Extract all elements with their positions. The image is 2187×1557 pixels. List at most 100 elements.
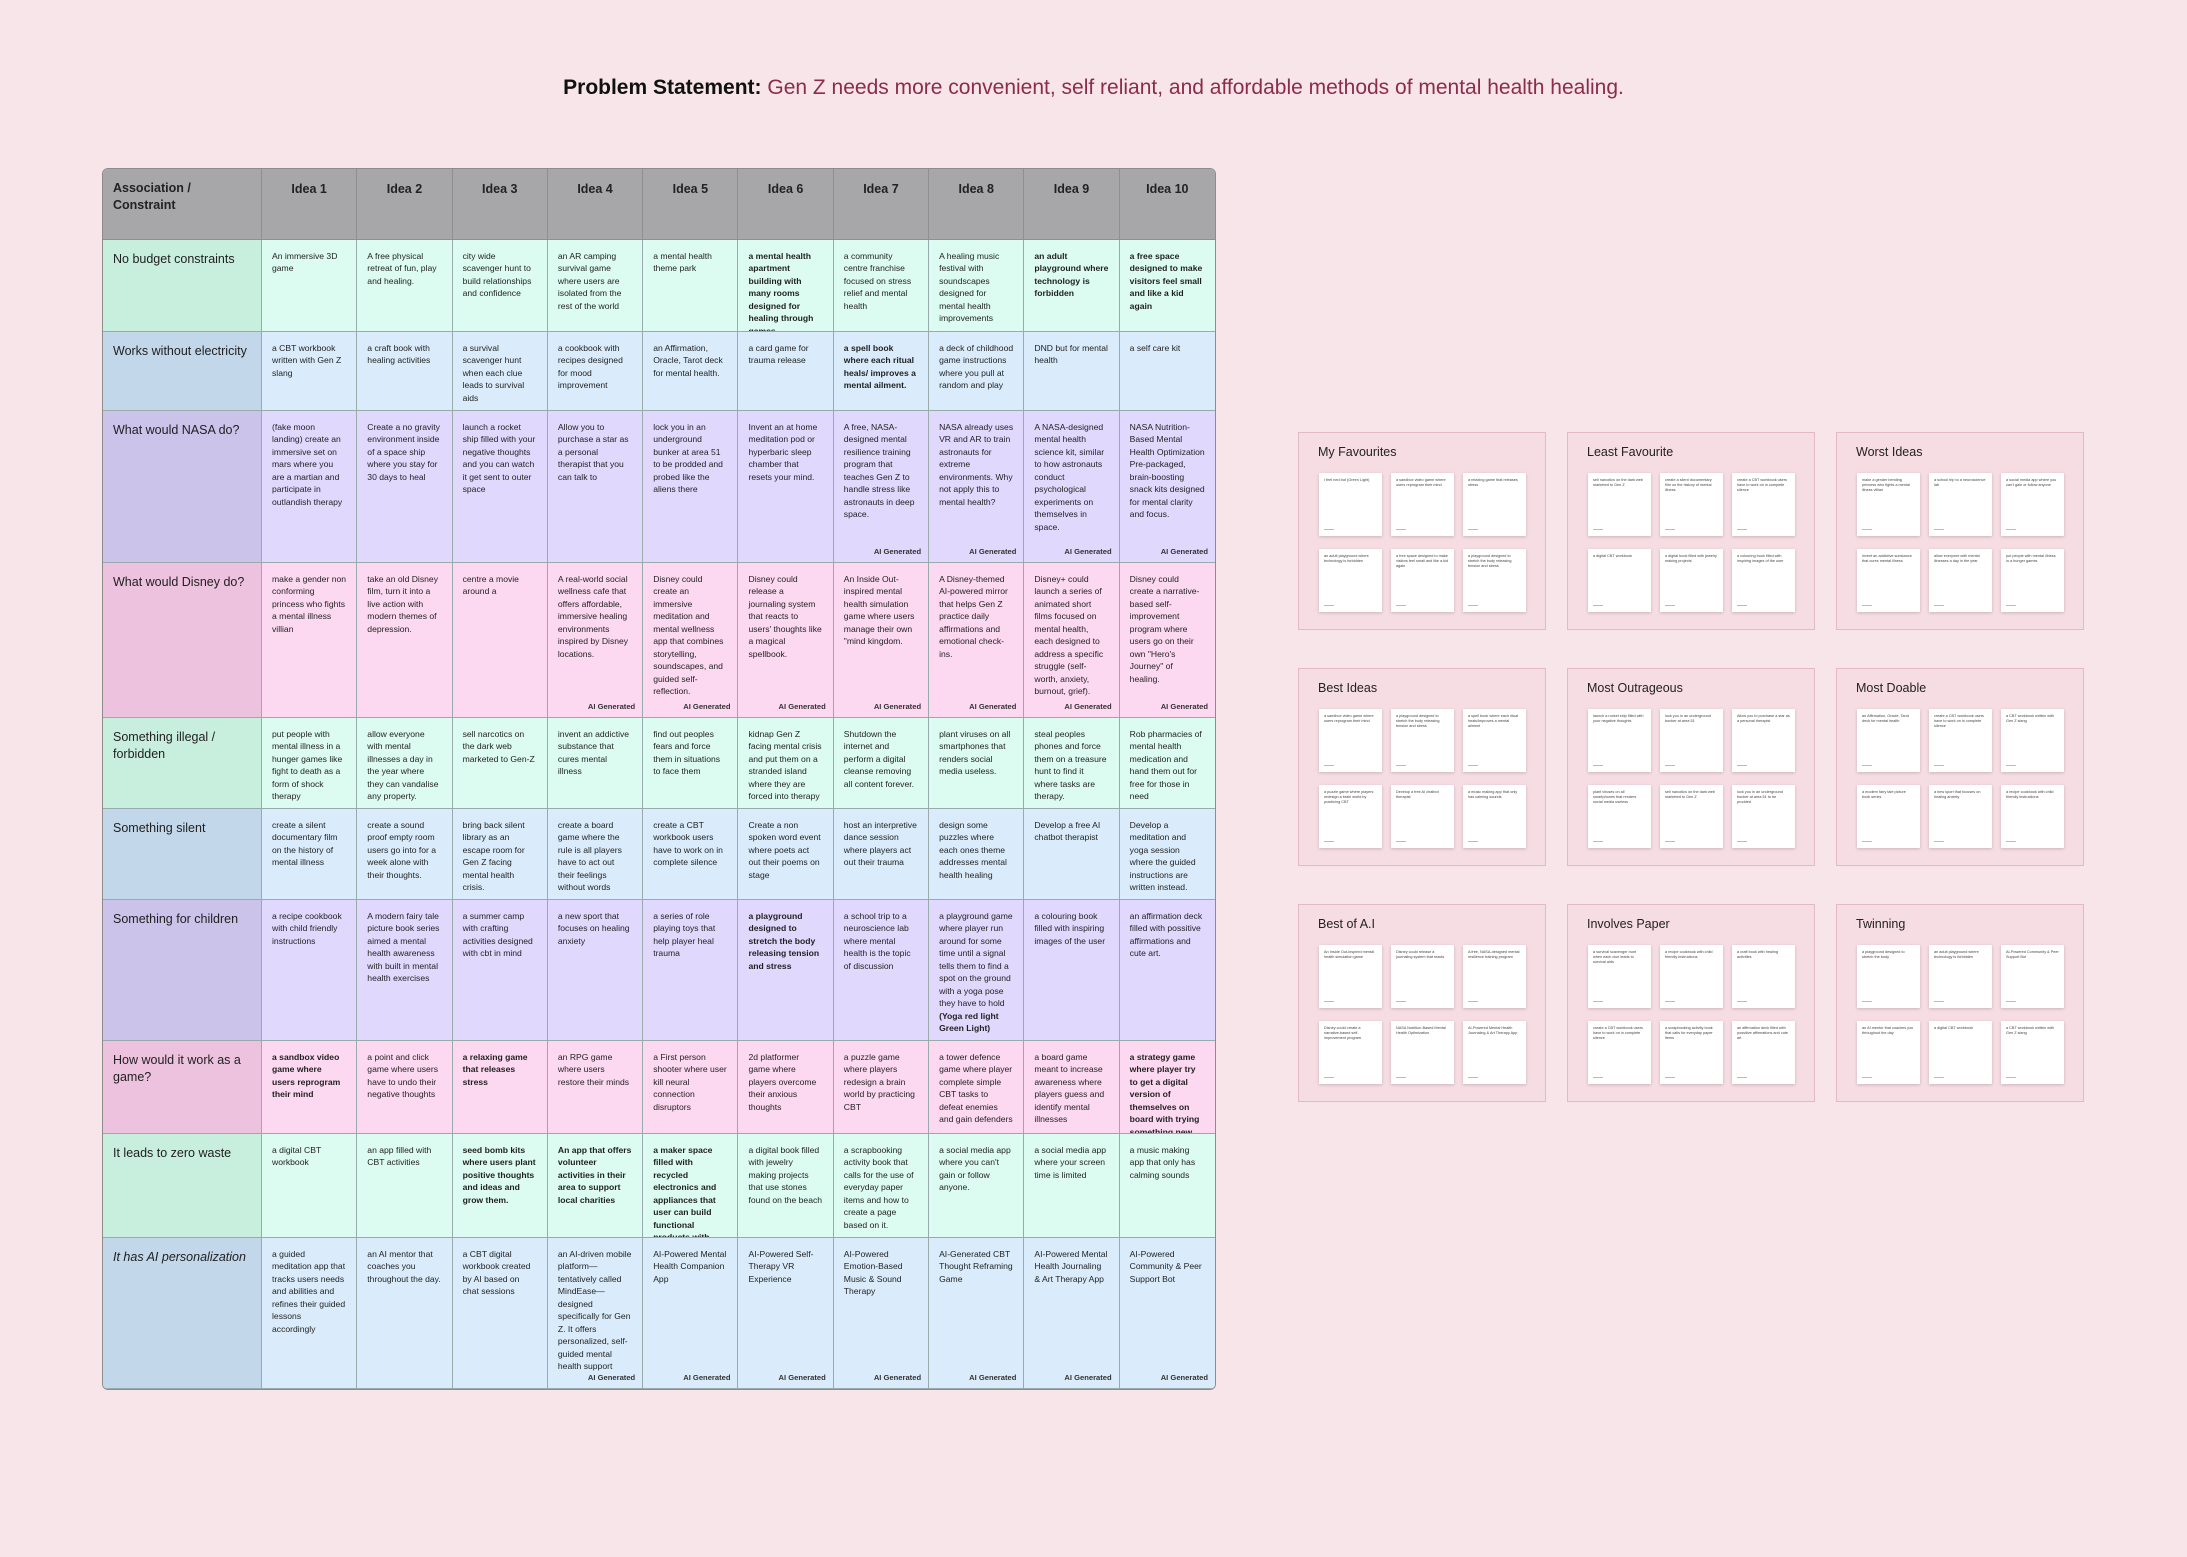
sticky-note[interactable]: a music making app that only has calming… — [1463, 785, 1526, 848]
sticky-note[interactable]: launch a rocket ship filled with your ne… — [1588, 709, 1651, 772]
sticky-note[interactable]: make a gender bending princess who fight… — [1857, 473, 1920, 536]
sticky-note[interactable]: lock you in an underground bunker at are… — [1660, 709, 1723, 772]
idea-text: bring back silent library as an escape r… — [462, 820, 525, 893]
sticky-note[interactable]: a free space designed to make visitors f… — [1391, 549, 1454, 612]
sticky-group[interactable]: Most Doable an Affirmation, Oracle, Tarot… — [1836, 668, 2084, 866]
sticky-author-mark — [2006, 840, 2016, 842]
sticky-note[interactable]: a craft book with healing activities — [1732, 945, 1795, 1008]
sticky-note[interactable]: Disney could create a narrative-based se… — [1319, 1021, 1382, 1084]
idea-text: Invent an at home meditation pod or hype… — [748, 422, 818, 482]
sticky-group[interactable]: My Favourites I feel ned but (Green Light… — [1298, 432, 1546, 630]
sticky-note[interactable]: sell narcotics on the dark web marketed … — [1588, 473, 1651, 536]
sticky-group[interactable]: Best of A.I An Inside Out-inspired mental… — [1298, 904, 1546, 1102]
ai-generated-tag: AI Generated — [873, 1373, 922, 1382]
sticky-note[interactable]: a CBT workbook written with Gen Z slang — [2001, 1021, 2064, 1084]
sticky-note[interactable]: a recipe cookbook with child friendly in… — [2001, 785, 2064, 848]
idea-cell: bring back silent library as an escape r… — [452, 809, 548, 900]
sticky-note[interactable]: a playground designed to stretch the bod… — [1463, 549, 1526, 612]
sticky-note[interactable]: a puzzle game where players redesign a b… — [1319, 785, 1382, 848]
sticky-note[interactable]: create a CBT workbook users have to work… — [1732, 473, 1795, 536]
sticky-note[interactable]: a relaxing game that releases stress — [1463, 473, 1526, 536]
sticky-note[interactable]: a social media app where you can't gain … — [2001, 473, 2064, 536]
idea-text: city wide scavenger hunt to build relati… — [462, 251, 532, 299]
sticky-author-mark — [1324, 840, 1334, 842]
sticky-note[interactable]: An Inside Out-inspired mental health sim… — [1319, 945, 1382, 1008]
sticky-note[interactable]: lock you in an underground bunker at are… — [1732, 785, 1795, 848]
sticky-note[interactable]: plant viruses on all smartphones that re… — [1588, 785, 1651, 848]
sticky-note[interactable]: AI-Powered Mental Health Journaling & Ar… — [1463, 1021, 1526, 1084]
idea-cell: a CBT workbook written with Gen Z slang — [262, 332, 358, 411]
idea-cell: AI-Powered Mental Health Journaling & Ar… — [1024, 1238, 1120, 1389]
sticky-note[interactable]: Develop a free AI chatbot therapist — [1391, 785, 1454, 848]
sticky-note[interactable]: a spell book where each ritual heals/imp… — [1463, 709, 1526, 772]
sticky-note[interactable]: put people with mental illness in a hung… — [2001, 549, 2064, 612]
sticky-note[interactable]: create a CBT workbook users have to work… — [1929, 709, 1992, 772]
idea-text: a cookbook with recipes designed for moo… — [557, 343, 623, 391]
sticky-note[interactable]: a CBT workbook written with Gen Z slang — [2001, 709, 2064, 772]
sticky-note[interactable]: an Affirmation, Oracle, Tarot deck for m… — [1857, 709, 1920, 772]
sticky-note[interactable]: a survival scavenger hunt when each clue… — [1588, 945, 1651, 1008]
sticky-note[interactable]: allow everyone with mental illnesses a d… — [1929, 549, 1992, 612]
idea-text: A healing music festival with soundscape… — [939, 251, 1000, 324]
sticky-group[interactable]: Most Outrageous launch a rocket ship fill… — [1567, 668, 1815, 866]
sticky-note[interactable]: create a CBT workbook users have to work… — [1588, 1021, 1651, 1084]
sticky-note[interactable]: a new sport that focuses on healing anxi… — [1929, 785, 1992, 848]
sticky-note[interactable]: Disney could release a journaling system… — [1391, 945, 1454, 1008]
sticky-note[interactable]: a digital CBT workbook — [1588, 549, 1651, 612]
idea-column-header: Idea 4 — [547, 169, 644, 240]
sticky-note[interactable]: a digital book filled with jewelry makin… — [1660, 549, 1723, 612]
sticky-note[interactable]: create a silent documentary film on the … — [1660, 473, 1723, 536]
sticky-note[interactable]: a recipe cookbook with child friendly in… — [1660, 945, 1723, 1008]
idea-cell: a scrapbooking activity book that calls … — [833, 1134, 930, 1238]
sticky-group[interactable]: Worst Ideas make a gender bending princes… — [1836, 432, 2084, 630]
sticky-note[interactable]: sell narcotics on the dark web marketed … — [1660, 785, 1723, 848]
sticky-note-text: An Inside Out-inspired mental health sim… — [1324, 950, 1375, 960]
sticky-group[interactable]: Twinning a playground designed to stretch… — [1836, 904, 2084, 1102]
idea-cell: Create a no gravity environment inside o… — [357, 411, 453, 563]
idea-cell: a maker space filled with recycled elect… — [643, 1134, 739, 1238]
sticky-note[interactable]: AI-Powered Community & Peer Support Bot — [2001, 945, 2064, 1008]
sticky-note[interactable]: a playground designed to stretch the bod… — [1391, 709, 1454, 772]
sticky-author-mark — [1665, 840, 1675, 842]
sticky-note[interactable]: NASA Nutrition-Based Mental Health Optim… — [1391, 1021, 1454, 1084]
sticky-note[interactable]: an AI mentor that coaches you throughout… — [1857, 1021, 1920, 1084]
sticky-group[interactable]: Least Favourite sell narcotics on the dar… — [1567, 432, 1815, 630]
idea-cell: A NASA-designed mental health science ki… — [1024, 411, 1120, 563]
idea-text: Develop a meditation and yoga session wh… — [1129, 820, 1196, 893]
sticky-note[interactable]: an adult playground where technology is … — [1929, 945, 1992, 1008]
sticky-note[interactable]: Allow you to purchase a star as a person… — [1732, 709, 1795, 772]
idea-cell: create a CBT workbook users have to work… — [643, 809, 739, 900]
ai-generated-tag: AI Generated — [873, 547, 922, 556]
sticky-note[interactable]: an adult playground where technology is … — [1319, 549, 1382, 612]
sticky-author-mark — [2006, 1000, 2016, 1002]
sticky-note[interactable]: a school trip to a neuroscience lab — [1929, 473, 1992, 536]
sticky-note[interactable]: a colouring book filled with inspiring i… — [1732, 549, 1795, 612]
sticky-group[interactable]: Involves Paper a survival scavenger hunt … — [1567, 904, 1815, 1102]
idea-text: create a silent documentary film on the … — [272, 820, 338, 868]
sticky-note[interactable]: A free, NASA-designed mental resilience … — [1463, 945, 1526, 1008]
idea-text: find out peoples fears and force them in… — [653, 729, 721, 777]
idea-text: a social media app where you can't gain … — [939, 1145, 1011, 1193]
idea-column-header: Idea 2 — [357, 169, 453, 240]
idea-cell: Develop a free AI chatbot therapist — [1024, 809, 1120, 900]
sticky-note[interactable]: a modern fairy tale picture book series — [1857, 785, 1920, 848]
sticky-note[interactable]: a playground designed to stretch the bod… — [1857, 945, 1920, 1008]
idea-text: A free, NASA-designed mental resilience … — [843, 422, 915, 520]
sticky-note[interactable]: invent an addictive substance that cures… — [1857, 549, 1920, 612]
sticky-note[interactable]: an affirmation deck filled with possitiv… — [1732, 1021, 1795, 1084]
sticky-group[interactable]: Best Ideas a sandbox video game where use… — [1298, 668, 1546, 866]
sticky-note[interactable]: a sandbox video game where users reprogr… — [1391, 473, 1454, 536]
sticky-author-mark — [1593, 1000, 1603, 1002]
idea-text: NASA Nutrition-Based Mental Health Optim… — [1129, 422, 1205, 520]
sticky-note[interactable]: I feel ned but (Green Light) — [1319, 473, 1382, 536]
sticky-author-mark — [1737, 604, 1747, 606]
idea-cell: Disney could release a journaling system… — [738, 563, 834, 718]
idea-cell: Create a non spoken word event where poe… — [738, 809, 834, 900]
sticky-note[interactable]: a sandbox video game where users reprogr… — [1319, 709, 1382, 772]
sticky-note[interactable]: a scrapbooking activity book that calls … — [1660, 1021, 1723, 1084]
idea-text: NASA already uses VR and AR to train ast… — [939, 422, 1014, 507]
sticky-note-text: a recipe cookbook with child friendly in… — [2006, 790, 2054, 800]
idea-text: make a gender non conforming princess wh… — [272, 574, 347, 634]
sticky-note[interactable]: a digital CBT workbook — [1929, 1021, 1992, 1084]
sticky-author-mark — [1934, 604, 1944, 606]
